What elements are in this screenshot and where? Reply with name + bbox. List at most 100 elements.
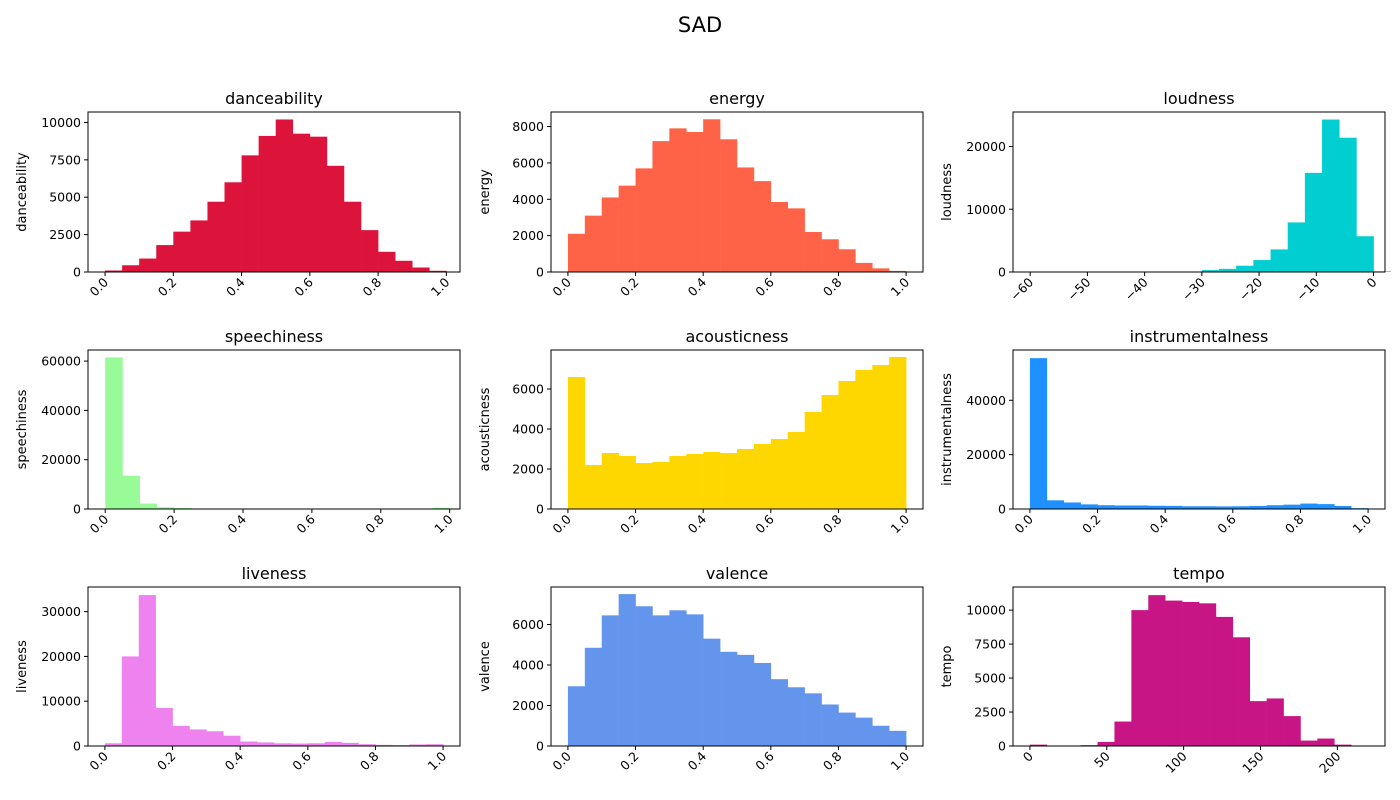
bar: [652, 141, 670, 272]
figure-suptitle: SAD: [678, 13, 722, 37]
bar: [720, 651, 738, 746]
axes-frame: [1012, 111, 1386, 273]
y-tick-label: 40000: [41, 403, 81, 418]
bar: [1029, 744, 1048, 746]
y-tick-label: 6000: [512, 617, 544, 632]
x-tick-label: 1.0: [431, 511, 456, 536]
bar: [1300, 740, 1318, 746]
x-tick-label: 100: [1162, 748, 1190, 776]
bar: [1114, 721, 1132, 746]
bar: [737, 167, 755, 272]
bar: [1131, 505, 1149, 509]
axes-frame: [87, 349, 461, 510]
bar: [172, 725, 190, 746]
y-tick-label: 10000: [966, 603, 1006, 618]
bar: [1317, 504, 1335, 509]
subplot-title: danceability: [225, 89, 323, 108]
bar: [1029, 358, 1048, 509]
y-tick-label: 8000: [512, 119, 544, 134]
x-tick-label: 0.0: [549, 511, 574, 536]
bar: [703, 452, 721, 509]
bar: [821, 239, 839, 272]
x-tick-label: 0.0: [87, 511, 112, 536]
subplot-instrumentalness: instrumentalness instrumentalness 0 20000 40…: [940, 327, 1386, 536]
bar: [1300, 503, 1318, 509]
bar: [1201, 270, 1220, 272]
bar: [787, 208, 805, 272]
x-tick-label: 0.8: [820, 511, 845, 536]
y-axis-label: acousticness: [478, 387, 493, 471]
subplot-danceability: danceability danceability 0 2500 5000 7500 100…: [15, 89, 461, 299]
bar: [601, 453, 619, 509]
bar: [855, 370, 873, 509]
bar: [1165, 600, 1183, 746]
bar: [207, 201, 225, 272]
y-axis-label: energy: [478, 169, 493, 215]
x-tick-label: 1.0: [428, 274, 453, 299]
bar: [190, 220, 208, 272]
subplot-title: liveness: [242, 564, 307, 583]
y-tick-label: 6000: [512, 155, 544, 170]
y-tick-label: 2500: [49, 227, 81, 242]
bar: [1097, 505, 1115, 509]
bar: [224, 182, 242, 272]
bar: [343, 201, 362, 272]
bar: [105, 357, 123, 509]
bar: [855, 717, 873, 746]
bar: [240, 741, 258, 746]
bar: [258, 135, 276, 272]
bar: [1232, 637, 1251, 746]
x-tick-label: 1.0: [425, 748, 450, 773]
bar: [326, 165, 345, 272]
bar: [409, 744, 427, 746]
x-tick-label: −20: [1236, 274, 1265, 303]
bar: [1304, 172, 1323, 272]
bar: [358, 744, 376, 746]
bar: [139, 503, 158, 509]
bar: [361, 230, 379, 272]
y-tick-label: 6000: [512, 382, 544, 397]
bar: [1215, 616, 1234, 746]
subplot-title: instrumentalness: [1130, 327, 1269, 346]
bar: [567, 233, 586, 272]
y-tick-label: 0: [73, 265, 81, 280]
x-tick-label: −60: [1007, 274, 1036, 303]
x-tick-label: 0.8: [360, 274, 385, 299]
bar: [669, 128, 687, 272]
x-tick-label: 0.2: [156, 512, 181, 537]
bar: [1165, 505, 1183, 509]
subplot-title: energy: [709, 89, 765, 108]
bar: [257, 742, 275, 746]
bar: [275, 119, 294, 272]
bar: [1131, 610, 1149, 746]
y-tick-label: 7500: [974, 637, 1006, 652]
bar: [737, 654, 755, 746]
bar: [567, 686, 586, 746]
bar: [1182, 506, 1200, 509]
bar: [309, 136, 328, 272]
bar: [223, 735, 241, 746]
y-tick-label: 0: [998, 502, 1006, 517]
bar: [1249, 701, 1267, 746]
bar: [838, 712, 856, 746]
bar: [173, 231, 191, 272]
y-tick-label: 0: [73, 502, 81, 517]
bar: [139, 258, 157, 272]
y-tick-label: 10000: [966, 202, 1006, 217]
x-tick-label: 0.2: [617, 512, 642, 537]
bar: [872, 365, 890, 509]
bar: [770, 679, 789, 746]
x-tick-label: 0.6: [752, 274, 777, 299]
bar: [1356, 236, 1374, 272]
x-tick-label: −30: [1179, 274, 1208, 303]
x-tick-label: 0.6: [752, 748, 777, 773]
bar: [584, 647, 603, 746]
y-axis-label: tempo: [940, 645, 955, 687]
bar: [105, 270, 123, 272]
bar: [753, 444, 772, 509]
x-tick-label: 1.0: [888, 748, 913, 773]
x-tick-label: 0.6: [289, 748, 314, 773]
bar: [703, 638, 721, 746]
bar: [618, 456, 636, 509]
